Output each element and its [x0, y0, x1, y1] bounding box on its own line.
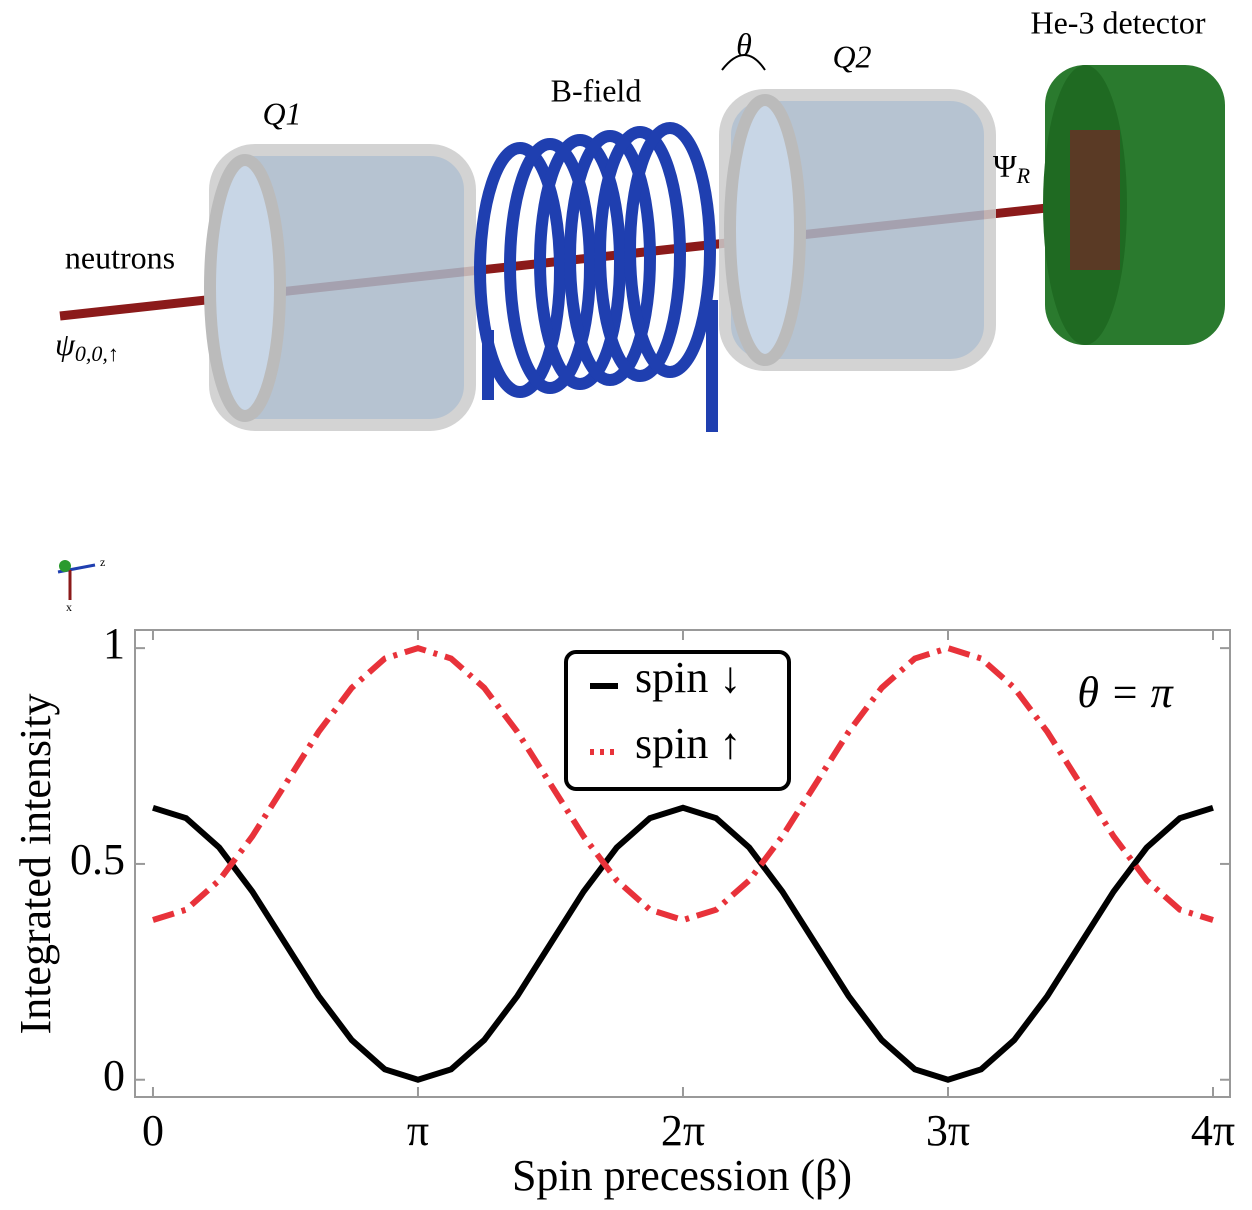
label: Q2 [832, 38, 871, 74]
coil [474, 122, 718, 432]
symbol: Ψ [993, 148, 1017, 184]
apparatus [57, 54, 1225, 600]
q2-face [724, 94, 806, 366]
annotation: θ = π [1077, 668, 1174, 717]
subscript: 0,0,↑ [75, 341, 119, 366]
y-tick-label: 0 [103, 1051, 125, 1100]
x-tick-label: 3π [926, 1106, 970, 1155]
label: neutrons [65, 239, 175, 275]
angle-arc [721, 54, 766, 71]
line [152, 804, 1214, 1083]
legend-label: spin ↑ [635, 719, 741, 768]
line [152, 644, 1214, 924]
label: He-3 detector [1030, 4, 1205, 40]
y-tick-label: 0.5 [70, 835, 125, 884]
x-tick-label: 0 [142, 1106, 164, 1155]
label: x [66, 600, 72, 614]
label: θ [736, 26, 752, 62]
x-tick-label: π [407, 1106, 429, 1155]
q1-face [204, 154, 286, 422]
legend-label: spin ↓ [635, 653, 741, 702]
y-tick-label: 1 [103, 619, 125, 668]
label: z [100, 555, 105, 569]
symbol: ψ [55, 326, 76, 362]
plot [135, 630, 1230, 1097]
subscript: R [1016, 163, 1031, 188]
legend [564, 650, 791, 791]
label: ΨR [993, 148, 1031, 188]
x-tick-label: 2π [661, 1106, 705, 1155]
x-tick-label: 4π [1191, 1106, 1235, 1155]
label: B-field [551, 72, 642, 108]
x-axis-label: Spin precession (β) [512, 1151, 852, 1200]
y-axis-label: Integrated intensity [11, 694, 60, 1035]
axis-icon [59, 560, 71, 572]
label: ψ0,0,↑ [55, 326, 119, 366]
detector-window [1070, 130, 1120, 270]
label: Q1 [262, 95, 301, 131]
